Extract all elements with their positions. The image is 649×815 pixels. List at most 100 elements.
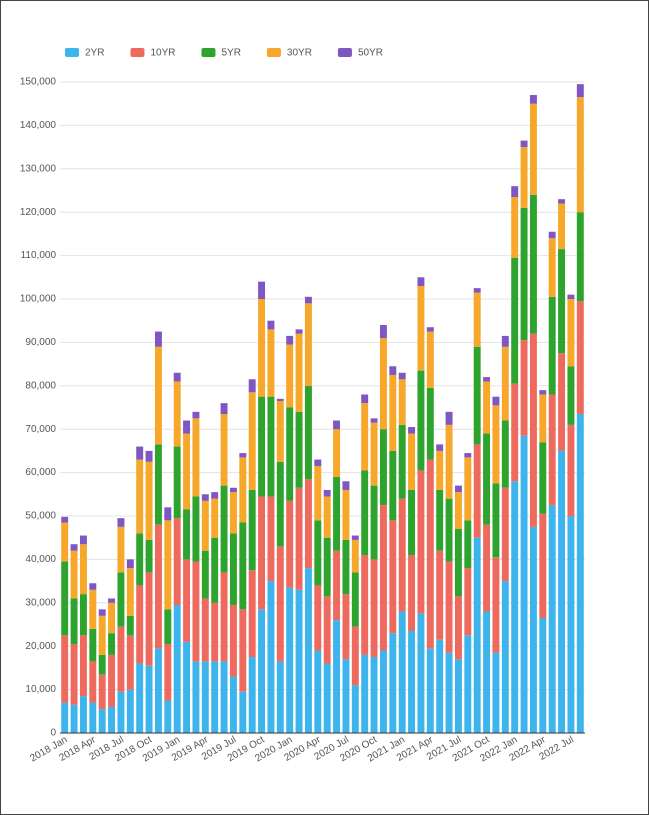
bar-segment (539, 442, 547, 514)
bar-segment (483, 611, 491, 733)
bar-segment (483, 381, 491, 434)
bar-segment (164, 520, 172, 610)
bar-segment (445, 652, 453, 733)
bar-segment (370, 657, 378, 733)
bar-segment (454, 492, 462, 530)
bar-segment (370, 485, 378, 560)
bar-segment (61, 561, 69, 636)
bar-segment (183, 420, 191, 434)
bar-segment (323, 496, 331, 538)
bar-segment (408, 427, 416, 434)
bar-segment (229, 604, 237, 677)
bar-segment (511, 186, 519, 198)
bar-segment (164, 700, 172, 733)
bar-segment (126, 615, 134, 636)
bar-segment (248, 392, 256, 490)
bar-segment (464, 520, 472, 569)
bar-segment (501, 581, 509, 733)
bar-segment (164, 644, 172, 701)
bar-segment (304, 479, 312, 569)
bar-segment (520, 140, 528, 148)
bar-segment (398, 379, 406, 425)
bar-segment (361, 403, 369, 471)
bar-segment (454, 529, 462, 597)
bar-segment (70, 704, 78, 733)
bar-segment (417, 277, 425, 286)
legend-swatch (201, 48, 216, 57)
bar-segment (567, 294, 575, 299)
bar-segment (333, 550, 341, 621)
bar-segment (398, 372, 406, 380)
bar-segment (529, 526, 537, 733)
bar-segment (117, 518, 125, 527)
bar-segment (98, 709, 106, 733)
bar-segment (89, 661, 97, 703)
y-tick-label: 90,000 (25, 337, 56, 348)
bar-segment (136, 446, 144, 460)
bar-segment (426, 387, 434, 460)
bar-segment (201, 661, 209, 733)
bar-segment (501, 335, 509, 347)
bar-segment (211, 537, 219, 603)
bar-segment (389, 520, 397, 634)
bar-segment (239, 691, 247, 733)
bar-segment (576, 97, 584, 213)
bar-segment (361, 654, 369, 733)
bar-segment (379, 325, 387, 339)
bar-segment (248, 379, 256, 393)
bar-segment (267, 320, 275, 330)
legend-swatch (266, 48, 281, 57)
bar-segment (220, 572, 228, 662)
bar-segment (342, 659, 350, 733)
bar-segment (183, 559, 191, 642)
bar-segment (61, 702, 69, 733)
bar-segment (520, 147, 528, 208)
y-tick-label: 10,000 (25, 684, 56, 695)
bar-segment (192, 496, 200, 562)
bar-segment (145, 572, 153, 666)
bar-segment (436, 450, 444, 490)
bar-segment (576, 84, 584, 98)
bar-segment (89, 628, 97, 662)
bar-segment (445, 424, 453, 499)
bar-segment (276, 546, 284, 662)
bar-segment (361, 394, 369, 404)
bar-segment (89, 589, 97, 629)
bar-segment (576, 414, 584, 733)
bar-segment (211, 498, 219, 538)
bar-segment (70, 544, 78, 551)
bar-segment (183, 641, 191, 733)
bar-segment (539, 617, 547, 733)
bar-segment (567, 299, 575, 367)
bar-segment (398, 498, 406, 612)
bar-segment (239, 453, 247, 458)
bar-segment (539, 394, 547, 443)
y-tick-label: 150,000 (20, 77, 57, 88)
bar-segment (220, 403, 228, 415)
bar-segment (417, 470, 425, 614)
bar-segment (492, 396, 500, 406)
bar-segment (501, 487, 509, 582)
bar-segment (323, 489, 331, 497)
bar-segment (79, 535, 87, 545)
bar-segment (426, 327, 434, 332)
bar-segment (108, 602, 116, 634)
bar-segment (229, 676, 237, 733)
bar-segment (473, 346, 481, 445)
bar-segment (426, 648, 434, 733)
bar-segment (398, 424, 406, 499)
bar-segment (267, 581, 275, 733)
bar-segment (136, 459, 144, 534)
bar-segment (445, 498, 453, 562)
bar-segment (98, 609, 106, 616)
bar-segment (145, 461, 153, 540)
bar-segment (136, 585, 144, 664)
bar-segment (145, 450, 153, 462)
bar-segment (445, 561, 453, 653)
bar-segment (201, 598, 209, 662)
bar-segment (239, 609, 247, 692)
bar-segment (267, 396, 275, 497)
bar-segment (108, 654, 116, 707)
